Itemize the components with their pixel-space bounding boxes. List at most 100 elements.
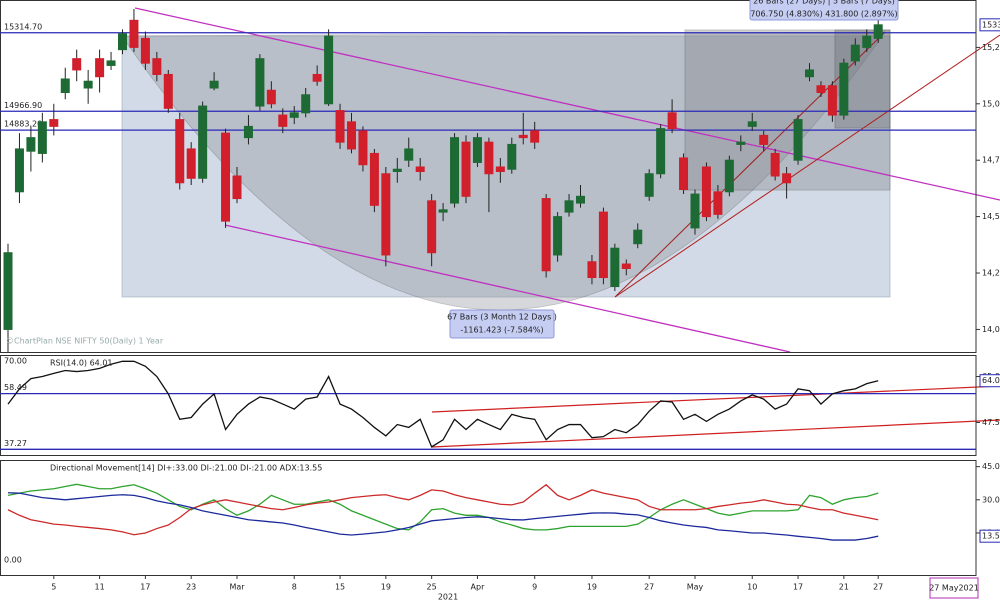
x-tick-label: 10 [747,583,757,592]
x-year-label: 2021 [438,593,458,600]
candle-body [232,175,242,200]
candle-body [759,134,769,145]
candle-body [862,35,872,48]
x-tick-label: Apr [471,583,486,592]
y-tick-label: 15,250 [982,43,1000,52]
candle-body [770,152,780,177]
x-tick-label: 15 [335,583,345,592]
y-tick-label: 14,250 [982,269,1000,278]
x-tick-label: 25 [427,583,437,592]
level-label: 14966.90 [4,101,42,110]
candle-body [541,198,551,272]
candle-body [404,148,414,161]
candle-body [690,193,700,229]
level-label: 15314.70 [4,22,42,31]
candle-body [805,69,814,78]
x-tick-label: 21 [839,583,849,592]
level-label: 37.27 [4,439,27,448]
level-label: 0.00 [4,556,22,565]
panel-frame [0,355,977,456]
x-tick-label: 17 [140,583,150,592]
candle-body [530,130,540,143]
candle-body [427,200,437,254]
series-line [7,483,879,536]
candle-body [518,134,528,139]
candle-body [793,119,803,161]
series-line [7,483,879,531]
candle-body [95,58,105,78]
candle-body [713,191,723,215]
y-tick-label: 45.00 [982,462,1000,471]
x-tick-label: 23 [186,583,196,592]
candle-body [289,112,299,118]
candle-body [484,141,494,175]
date-label: 27 May2021 [929,584,979,593]
candle-body [209,80,219,89]
annotation-text: -1161.423 (-7.584%) [460,326,543,335]
candle-body [60,78,70,94]
candle-body [576,195,585,204]
candle-body [438,209,448,213]
candle-body [335,110,345,143]
candle-body [72,58,82,71]
candle-body [553,216,563,256]
candle-body [37,121,47,154]
series-line [7,492,879,541]
panel-title: Directional Movement[14] DI+:33.00 DI-:2… [50,464,322,473]
candle-body [644,173,654,197]
candle-body [175,119,185,184]
candle-body [347,121,356,150]
candle-body [873,24,883,39]
candle-body [255,58,265,107]
candle-body [3,252,13,330]
candle-body [839,62,849,116]
y-tick-label: 14,000 [982,325,1000,334]
level-label: 14883.20 [4,120,42,129]
candle-body [679,157,689,191]
candle-body [118,33,127,51]
last-value-label: 64.0 [982,376,1000,385]
watermark: ©ChartPlan NSE NIFTY 50(Daily) 1 Year [6,337,164,346]
candle-body [736,141,746,145]
candle-body [358,130,368,166]
candle-body [782,173,792,184]
x-tick-label: 27 [644,583,654,592]
candle-body [587,261,597,279]
candle-body [198,105,208,179]
annotation-text: 26 Bars (27 Days) | 5 Bars (7 Days) [753,0,895,6]
candle-body [140,37,150,64]
candle-body [129,19,139,48]
candle-body [633,229,643,245]
candle-body [14,148,24,193]
candle-body [564,200,574,213]
x-tick-label: 8 [292,583,297,592]
trend-line [134,7,1000,201]
candle-body [243,125,253,139]
last-value-box [979,529,1000,543]
candle-body [495,166,505,172]
candle-body [266,89,276,105]
y-tick-label: 47.50 [982,418,1000,427]
candle-body [816,85,826,94]
panel-frame [0,0,977,353]
trend-line [431,419,1000,448]
candle-body [747,121,757,127]
candle-body [656,128,666,175]
candle-body [221,132,231,222]
x-tick-label: 27 [873,583,883,592]
candle-body [850,44,860,62]
candle-body [667,112,677,130]
candle-body [507,143,517,170]
candle-body [461,141,471,197]
annotation-box [749,0,899,21]
panel-frame [0,460,977,576]
x-tick-label: 9 [532,583,537,592]
last-value-box [979,18,1000,32]
y-tick-label: 14,750 [982,156,1000,165]
level-label: 58.49 [4,383,27,392]
y-tick-label: 30.00 [982,495,1000,504]
last-value-box [979,374,1000,388]
candle-body [598,211,608,279]
